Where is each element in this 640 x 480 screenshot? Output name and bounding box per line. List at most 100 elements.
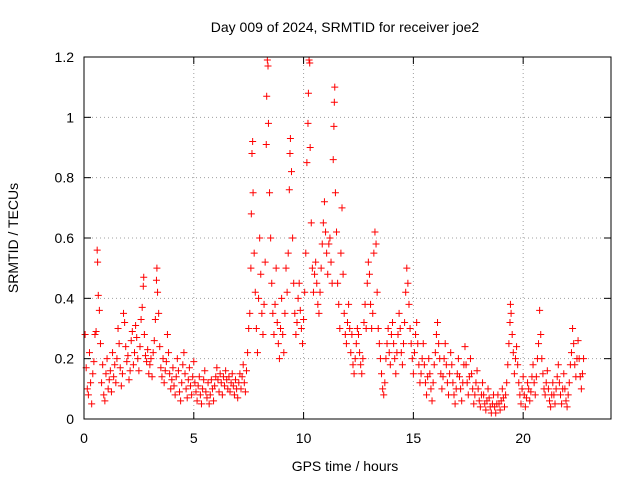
data-point — [387, 331, 395, 339]
data-point — [272, 264, 280, 272]
data-point — [330, 98, 338, 106]
data-point — [324, 270, 332, 278]
data-point — [318, 240, 326, 248]
data-point — [174, 367, 182, 375]
data-point — [101, 397, 109, 405]
data-point — [476, 403, 484, 411]
data-point — [351, 355, 359, 363]
data-point — [105, 376, 113, 384]
data-point — [83, 385, 91, 393]
data-point — [178, 379, 186, 387]
data-point — [186, 382, 194, 390]
data-point — [446, 370, 454, 378]
data-point — [150, 337, 158, 345]
data-point — [510, 370, 518, 378]
data-point — [577, 385, 585, 393]
data-point — [562, 397, 570, 405]
data-point — [458, 397, 466, 405]
data-point — [129, 361, 137, 369]
data-point — [106, 367, 114, 375]
data-point — [425, 355, 433, 363]
data-point — [342, 340, 350, 348]
data-point — [526, 397, 534, 405]
data-point — [85, 349, 93, 357]
data-point — [297, 325, 305, 332]
data-point — [240, 379, 248, 387]
data-point — [184, 376, 192, 384]
data-point — [340, 309, 348, 317]
data-point — [158, 373, 166, 381]
data-point — [509, 349, 517, 357]
data-point — [93, 246, 101, 254]
data-point — [536, 306, 544, 314]
data-point — [288, 168, 296, 176]
data-point — [319, 219, 327, 227]
data-point — [440, 355, 448, 363]
data-point — [326, 234, 334, 242]
data-point — [399, 340, 407, 348]
data-point — [578, 370, 586, 378]
data-point — [300, 315, 308, 323]
data-point — [430, 361, 438, 369]
data-point — [449, 379, 457, 387]
data-point — [137, 315, 145, 323]
data-point — [383, 340, 391, 348]
data-point — [156, 343, 164, 351]
data-point — [167, 385, 175, 393]
x-axis-label: GPS time / hours — [292, 458, 399, 474]
y-tick-label: 1 — [66, 109, 74, 125]
y-tick-label: 0.2 — [55, 351, 75, 367]
data-point — [429, 379, 437, 387]
data-point — [315, 309, 323, 317]
data-point — [464, 391, 472, 399]
data-point — [494, 391, 502, 399]
data-point — [498, 385, 506, 393]
data-point — [217, 379, 225, 387]
data-point — [91, 331, 99, 339]
data-point — [88, 400, 96, 408]
data-point — [247, 264, 255, 272]
data-point — [558, 400, 566, 408]
data-point — [331, 83, 339, 91]
data-point — [373, 288, 381, 296]
data-point — [544, 385, 552, 393]
data-point — [364, 258, 372, 266]
data-point — [308, 264, 316, 272]
data-point — [346, 325, 354, 332]
data-point — [496, 406, 504, 414]
data-point — [293, 318, 301, 326]
data-point — [190, 358, 198, 366]
data-point — [169, 364, 177, 372]
data-point — [492, 409, 500, 417]
data-point — [524, 379, 532, 387]
data-point — [289, 234, 297, 242]
data-point — [111, 361, 119, 369]
data-point — [206, 391, 214, 399]
data-point — [472, 379, 480, 387]
data-point — [237, 385, 245, 393]
data-point — [349, 361, 357, 369]
data-point — [261, 258, 269, 266]
data-point — [580, 355, 588, 363]
data-point — [161, 367, 169, 375]
data-point — [188, 391, 196, 399]
data-point — [84, 391, 92, 399]
data-point — [552, 385, 560, 393]
data-point — [200, 376, 208, 384]
data-point — [228, 370, 236, 378]
data-points — [81, 56, 588, 417]
data-point — [375, 340, 383, 348]
data-point — [112, 379, 120, 387]
data-point — [333, 228, 341, 236]
data-point — [247, 210, 255, 218]
data-point — [409, 370, 417, 378]
data-point — [320, 198, 328, 206]
data-point — [107, 388, 115, 396]
data-point — [348, 331, 356, 339]
data-point — [339, 270, 347, 278]
data-point — [515, 379, 523, 387]
data-point — [322, 228, 330, 236]
data-point — [316, 288, 324, 296]
data-point — [98, 379, 106, 387]
data-point — [157, 364, 165, 372]
